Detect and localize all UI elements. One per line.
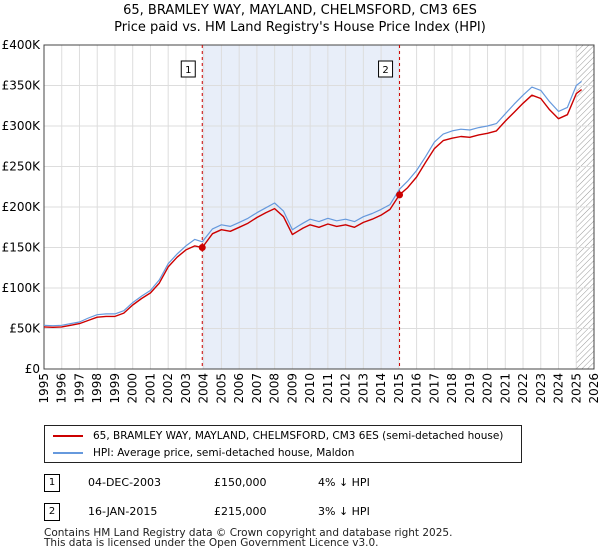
x-tick-label: 2005 — [214, 373, 228, 404]
price-chart: £0 £50K £100K £150K £200K £250K £300K £350K £400… — [2, 38, 600, 404]
sale-number-badge: 1 — [44, 474, 60, 492]
legend-price-label: 65, BRAMLEY WAY, MAYLAND, CHELMSFORD, CM… — [93, 430, 504, 442]
x-tick-label: 1999 — [108, 373, 122, 404]
y-tick-label: £250K — [2, 160, 42, 174]
sale-point — [396, 191, 404, 199]
sale-number-badge: 2 — [44, 503, 60, 521]
legend-item-price: 65, BRAMLEY WAY, MAYLAND, CHELMSFORD, CM… — [53, 428, 503, 444]
x-tick-label: 2017 — [427, 373, 441, 404]
legend-hpi-label: HPI: Average price, semi-detached house,… — [93, 447, 355, 459]
x-tick-label: 1997 — [72, 373, 86, 404]
plot-frame — [43, 44, 595, 370]
x-tick-label: 2020 — [481, 373, 495, 404]
sale-label-number: 1 — [185, 65, 191, 76]
sale-date: 04-DEC-2003 — [88, 476, 162, 489]
x-tick-label: 2023 — [534, 373, 548, 404]
x-tick-label: 2012 — [339, 373, 353, 404]
y-tick-label: £50K — [9, 322, 41, 336]
chart-title: 65, BRAMLEY WAY, MAYLAND, CHELMSFORD, CM… — [123, 3, 477, 18]
x-tick-label: 2026 — [587, 373, 600, 404]
legend: 65, BRAMLEY WAY, MAYLAND, CHELMSFORD, CM… — [44, 425, 522, 463]
x-tick-label: 2013 — [356, 373, 370, 404]
sale-date: 16-JAN-2015 — [88, 505, 158, 518]
chart-subtitle: Price paid vs. HM Land Registry's House … — [114, 20, 486, 35]
x-tick-label: 2011 — [321, 373, 335, 404]
x-tick-label: 2001 — [143, 373, 157, 404]
y-tick-label: £350K — [2, 79, 42, 93]
sale-label-number: 2 — [382, 65, 388, 76]
hpi-line — [43, 80, 582, 327]
x-tick-label: 1996 — [55, 373, 69, 404]
x-tick-label: 2025 — [569, 373, 583, 404]
x-tick-label: 2006 — [232, 373, 246, 404]
sale-hpi-diff: 4% ↓ HPI — [318, 476, 370, 489]
x-tick-label: 2004 — [197, 373, 211, 404]
y-tick-label: £300K — [2, 119, 42, 133]
x-tick-label: 2021 — [498, 373, 512, 404]
legend-hpi-swatch — [53, 452, 83, 454]
x-tick-label: 2015 — [392, 373, 406, 404]
x-tick-label: 2010 — [303, 373, 317, 404]
x-tick-label: 2016 — [410, 373, 424, 404]
sale-hpi-diff: 3% ↓ HPI — [318, 505, 370, 518]
x-tick-label: 2019 — [463, 373, 477, 404]
footer-copyright: Contains HM Land Registry data © Crown c… — [44, 527, 453, 539]
x-tick-label: 2022 — [516, 373, 530, 404]
y-tick-label: £400K — [2, 38, 42, 52]
x-tick-label: 2024 — [552, 373, 566, 404]
sale-price: £215,000 — [214, 505, 267, 518]
sale-label-box — [180, 60, 196, 78]
sale-price: £150,000 — [214, 476, 267, 489]
legend-price-swatch — [53, 435, 83, 437]
x-tick-label: 1998 — [90, 373, 104, 404]
y-tick-label: £200K — [2, 200, 42, 214]
x-tick-label: 2009 — [285, 373, 299, 404]
x-tick-label: 1995 — [37, 373, 51, 404]
x-tick-label: 2002 — [161, 373, 175, 404]
x-tick-label: 2018 — [445, 373, 459, 404]
y-tick-label: £0 — [25, 362, 40, 376]
sale-point — [198, 244, 206, 251]
x-tick-label: 2008 — [268, 373, 282, 404]
price-paid-line — [43, 89, 583, 328]
y-tick-label: £150K — [2, 241, 42, 255]
y-tick-label: £100K — [2, 281, 42, 295]
x-tick-label: 2003 — [179, 373, 193, 404]
x-tick-label: 2000 — [126, 373, 140, 404]
x-tick-label: 2007 — [250, 373, 264, 404]
x-tick-label: 2014 — [374, 373, 388, 404]
legend-item-hpi: HPI: Average price, semi-detached house,… — [53, 445, 354, 461]
sale-label-box — [378, 60, 394, 78]
footer-licence: This data is licensed under the Open Gov… — [44, 537, 379, 549]
footer: Contains HM Land Registry data © Crown c… — [44, 527, 453, 549]
